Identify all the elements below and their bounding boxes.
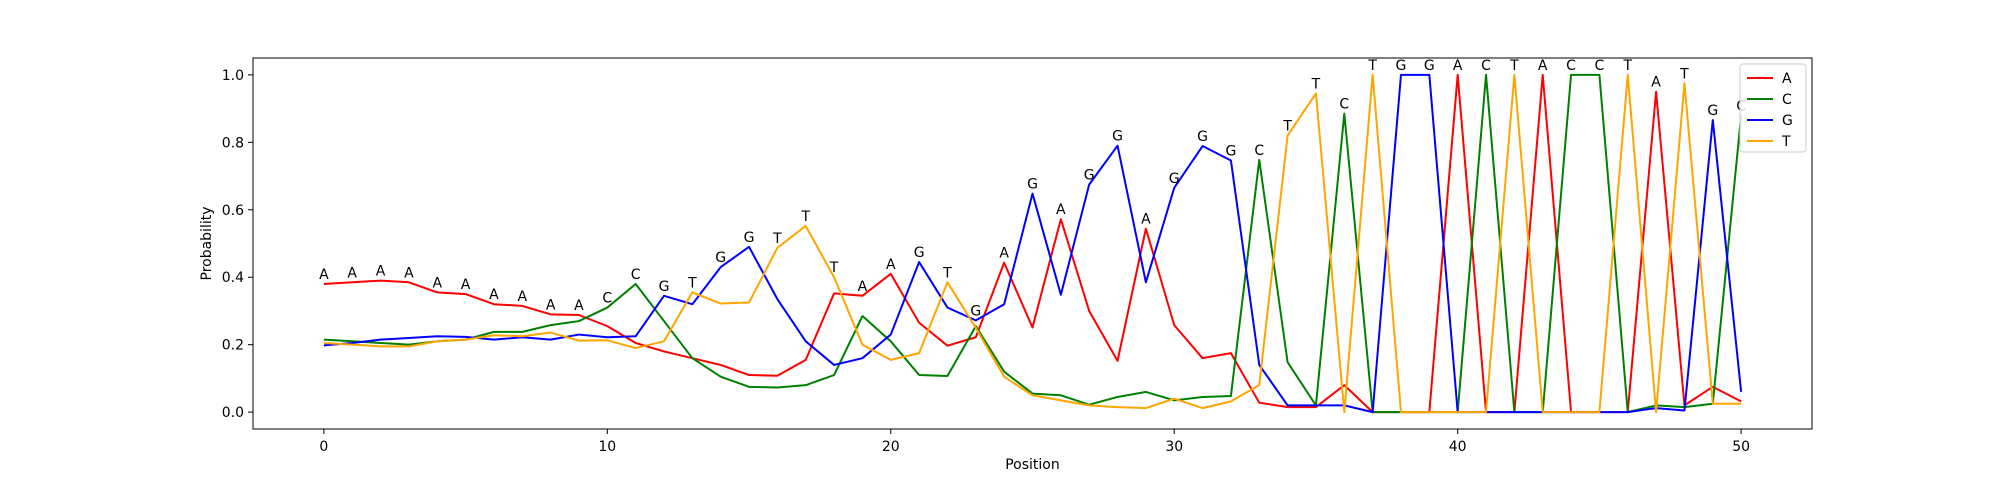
- base-label: A: [347, 265, 357, 281]
- y-ticks: 0.0 0.2 0.4 0.6 0.8 1.0: [222, 68, 253, 421]
- base-label: T: [1679, 66, 1689, 82]
- base-labels: A A A A A A A A A A C C G T G G T T T A A G T G A G A G G A G G G C T T C T G G…: [319, 58, 1746, 320]
- base-label: G: [1225, 144, 1236, 160]
- base-label: A: [1538, 58, 1548, 74]
- base-label: A: [1141, 212, 1151, 228]
- base-label: C: [1254, 143, 1264, 159]
- base-label: C: [602, 291, 612, 307]
- base-label: T: [942, 265, 952, 281]
- x-tick-label: 40: [1449, 439, 1467, 455]
- y-tick-label: 1.0: [222, 68, 244, 84]
- base-label: G: [1197, 129, 1208, 145]
- x-ticks: 0 10 20 30 40 50: [319, 429, 1750, 455]
- base-label: G: [914, 245, 925, 261]
- legend-box: [1739, 63, 1807, 153]
- series-lines: [323, 73, 1743, 414]
- base-label: C: [1339, 97, 1349, 113]
- base-label: G: [1027, 177, 1038, 193]
- base-label: A: [858, 279, 868, 295]
- base-label: T: [687, 275, 697, 291]
- y-axis-label: Probability: [199, 206, 215, 280]
- base-label: A: [461, 277, 471, 293]
- base-label: T: [1367, 58, 1377, 74]
- base-label: T: [800, 209, 810, 225]
- x-tick-label: 20: [882, 439, 900, 455]
- base-label: G: [1084, 167, 1095, 183]
- base-label: A: [432, 275, 442, 291]
- y-tick-label: 0.0: [222, 405, 244, 421]
- base-label: G: [715, 250, 726, 266]
- base-label: G: [970, 303, 981, 319]
- base-label: G: [1112, 129, 1123, 145]
- base-label: G: [1169, 171, 1180, 187]
- x-tick-label: 50: [1732, 439, 1750, 455]
- base-label: C: [1481, 58, 1491, 74]
- legend-label-T: T: [1781, 134, 1791, 150]
- x-axis-label: Position: [1005, 457, 1060, 473]
- y-tick-label: 0.2: [222, 338, 244, 354]
- legend-label-C: C: [1782, 92, 1792, 108]
- legend-label-G: G: [1782, 113, 1793, 129]
- base-label: A: [546, 297, 556, 313]
- base-label: A: [319, 267, 329, 283]
- base-label: T: [829, 260, 839, 276]
- base-label: A: [886, 257, 896, 273]
- base-label: A: [489, 287, 499, 303]
- base-label: C: [631, 267, 641, 283]
- base-label: C: [1566, 58, 1576, 74]
- base-label: G: [659, 279, 670, 295]
- base-label: T: [1509, 58, 1519, 74]
- base-label: G: [744, 230, 755, 246]
- base-label: G: [1396, 58, 1407, 74]
- x-tick-label: 30: [1165, 439, 1183, 455]
- base-label: A: [574, 298, 584, 314]
- base-label: A: [404, 265, 414, 281]
- base-label: C: [1595, 58, 1605, 74]
- y-tick-label: 0.4: [222, 270, 244, 286]
- base-label: G: [1707, 103, 1718, 119]
- series-line-C: [323, 73, 1743, 414]
- x-tick-label: 10: [598, 439, 616, 455]
- series-line-T: [323, 73, 1742, 414]
- base-label: A: [517, 289, 527, 305]
- base-label: T: [1622, 58, 1632, 74]
- y-tick-label: 0.6: [222, 203, 244, 219]
- base-label: A: [999, 246, 1009, 262]
- base-label: T: [1311, 76, 1321, 92]
- base-label: A: [1651, 75, 1661, 91]
- base-label: G: [1424, 58, 1435, 74]
- legend-label-A: A: [1782, 71, 1792, 87]
- base-label: A: [1453, 58, 1463, 74]
- base-label: T: [772, 231, 782, 247]
- y-tick-label: 0.8: [222, 135, 244, 151]
- base-label: A: [376, 264, 386, 280]
- base-label: A: [1056, 202, 1066, 218]
- plot-frame: [252, 57, 1813, 430]
- series-line-G: [323, 73, 1743, 414]
- base-label: T: [1282, 119, 1292, 135]
- x-tick-label: 0: [319, 439, 328, 455]
